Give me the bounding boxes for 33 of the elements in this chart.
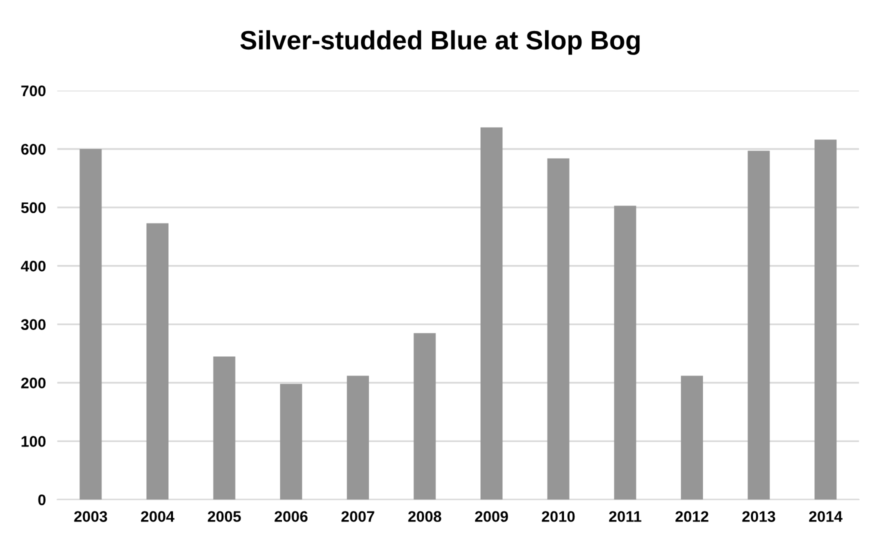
x-tick-label: 2010 xyxy=(542,511,575,522)
y-tick-label: 600 xyxy=(21,144,46,155)
bar xyxy=(680,376,703,500)
y-tick-label: 700 xyxy=(21,85,46,96)
chart-title: Silver-studded Blue at Slop Bog xyxy=(240,30,640,55)
y-tick-label: 0 xyxy=(38,494,46,506)
x-tick-label: 2004 xyxy=(141,511,174,522)
y-tick-label: 400 xyxy=(20,260,46,272)
x-tick-label: 2005 xyxy=(208,511,241,522)
x-tick-label: 2009 xyxy=(475,511,508,522)
x-tick-label: 2012 xyxy=(675,511,708,522)
bar xyxy=(280,384,302,500)
y-tick-label: 100 xyxy=(22,436,46,447)
bar xyxy=(414,333,436,500)
bar xyxy=(213,356,236,500)
x-tick-label: 2013 xyxy=(742,511,776,522)
y-tick-label: 300 xyxy=(21,319,46,330)
bar xyxy=(80,149,102,500)
x-tick-label: 2003 xyxy=(74,511,108,522)
x-tick-label: 2008 xyxy=(408,511,442,522)
y-tick-label: 200 xyxy=(21,378,46,388)
bar xyxy=(547,158,570,500)
x-tick-label: 2007 xyxy=(341,511,374,522)
bar xyxy=(346,376,369,500)
bar xyxy=(146,223,168,500)
x-tick-label: 2011 xyxy=(609,511,642,522)
y-tick-label: 500 xyxy=(21,202,46,214)
bar xyxy=(614,206,636,500)
bar xyxy=(814,140,837,500)
x-tick-label: 2014 xyxy=(809,511,842,522)
bar xyxy=(748,150,770,500)
x-tick-label: 2006 xyxy=(274,511,308,522)
bar xyxy=(480,127,503,500)
